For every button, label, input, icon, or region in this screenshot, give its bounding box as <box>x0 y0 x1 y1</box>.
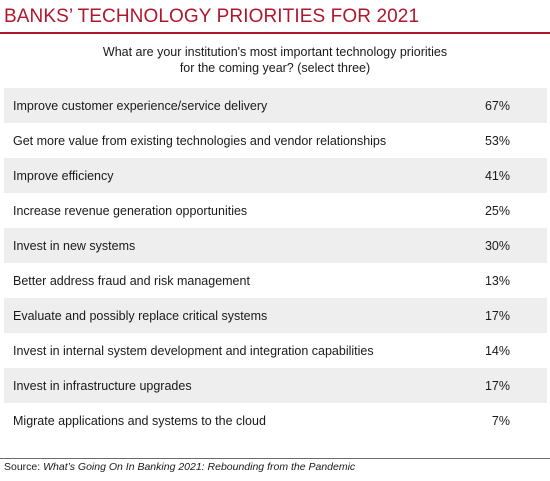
row-label: Improve customer experience/service deli… <box>13 98 268 113</box>
row-value: 14% <box>484 343 510 358</box>
source-prefix: Source: <box>4 461 44 473</box>
priorities-table: Improve customer experience/service deli… <box>4 88 547 438</box>
row-label: Better address fraud and risk management <box>13 273 250 288</box>
survey-question: What are your institution's most importa… <box>0 44 550 76</box>
row-label: Increase revenue generation opportunitie… <box>13 203 248 218</box>
table-row: Evaluate and possibly replace critical s… <box>4 298 547 333</box>
source-note: Source: What’s Going On In Banking 2021:… <box>4 461 355 473</box>
row-value: 30% <box>484 238 510 253</box>
row-value: 25% <box>484 203 510 218</box>
row-value: 17% <box>484 378 510 393</box>
row-label: Get more value from existing technologie… <box>13 133 387 148</box>
table-row: Better address fraud and risk management… <box>4 263 547 298</box>
row-label: Invest in infrastructure upgrades <box>13 378 192 393</box>
chart-title: BANKS’ TECHNOLOGY PRIORITIES FOR 2021 <box>4 6 420 27</box>
source-divider <box>0 458 550 459</box>
table-row: Improve efficiency 41% <box>4 158 547 193</box>
row-value: 53% <box>484 133 510 148</box>
title-underline <box>0 32 550 34</box>
row-value: 41% <box>484 168 510 183</box>
table-row: Invest in new systems 30% <box>4 228 547 263</box>
row-label: Improve efficiency <box>13 168 114 183</box>
table-row: Increase revenue generation opportunitie… <box>4 193 547 228</box>
table-row: Get more value from existing technologie… <box>4 123 547 158</box>
row-value: 13% <box>484 273 510 288</box>
table-row: Invest in infrastructure upgrades 17% <box>4 368 547 403</box>
row-label: Evaluate and possibly replace critical s… <box>13 308 268 323</box>
table-row: Invest in internal system development an… <box>4 333 547 368</box>
source-reference: What’s Going On In Banking 2021: Rebound… <box>43 461 356 473</box>
row-label: Invest in internal system development an… <box>13 343 374 358</box>
row-label: Migrate applications and systems to the … <box>13 413 266 428</box>
row-value: 17% <box>484 308 510 323</box>
row-value: 67% <box>484 98 510 113</box>
row-label: Invest in new systems <box>13 238 136 253</box>
row-value: 7% <box>491 413 510 428</box>
table-row: Improve customer experience/service deli… <box>4 88 547 123</box>
table-row: Migrate applications and systems to the … <box>4 403 547 438</box>
survey-question-line-1: What are your institution's most importa… <box>102 45 448 59</box>
survey-question-line-2: for the coming year? (select three) <box>179 61 371 75</box>
